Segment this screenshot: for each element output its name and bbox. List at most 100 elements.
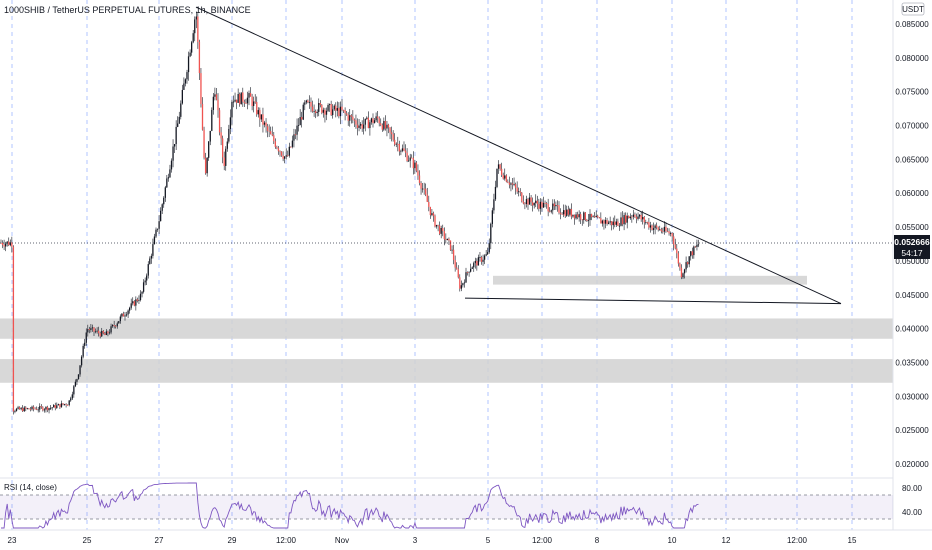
- candle-body: [181, 89, 183, 104]
- candle-body: [263, 122, 266, 125]
- time-tick-label: 15: [848, 536, 857, 545]
- candle-body: [29, 409, 32, 410]
- candle-body: [442, 228, 444, 232]
- bar-countdown: 54:17: [901, 248, 923, 258]
- candle-body: [138, 300, 140, 301]
- candle-body: [576, 214, 579, 218]
- trendline[interactable]: [464, 297, 842, 305]
- candle-body: [367, 117, 369, 129]
- candle-body: [637, 216, 639, 219]
- rsi-line: [1, 482, 699, 529]
- time-tick-label: 3: [413, 536, 418, 545]
- candle-body: [18, 407, 21, 410]
- candle-body: [341, 106, 343, 110]
- candle-body: [373, 120, 376, 124]
- candle-body: [600, 218, 602, 224]
- candle-body: [135, 299, 137, 306]
- candle-body: [620, 217, 622, 226]
- candle-body: [242, 92, 244, 102]
- candle-body: [680, 267, 683, 278]
- candle-body: [657, 227, 659, 230]
- candle-body: [45, 406, 47, 410]
- candle-body: [363, 124, 365, 129]
- candle-body: [62, 403, 64, 405]
- candle-body: [349, 115, 351, 121]
- candle-body: [147, 264, 149, 276]
- candle-body: [634, 214, 636, 217]
- candle-body: [284, 156, 286, 159]
- candle-body: [206, 157, 208, 174]
- currency-badge[interactable]: [901, 2, 925, 16]
- candle-body: [87, 329, 89, 333]
- candle-body: [660, 229, 662, 232]
- candle-body: [228, 128, 230, 142]
- candle-body: [473, 263, 475, 268]
- candle-body: [26, 408, 28, 410]
- candle-body: [113, 324, 115, 326]
- candle-body: [161, 204, 163, 211]
- price-tick-label: 0.040000: [895, 325, 929, 334]
- candle-body: [626, 215, 628, 223]
- candle-body: [462, 283, 464, 286]
- candle-body: [631, 216, 633, 218]
- candle-body: [246, 97, 249, 104]
- candle-body: [691, 251, 693, 256]
- candle-body: [327, 105, 329, 111]
- candle-body: [111, 324, 114, 327]
- candle-body: [142, 282, 145, 292]
- candle-body: [612, 221, 614, 226]
- candle-body: [527, 199, 529, 205]
- support-zone: [493, 275, 807, 285]
- candle-body: [414, 162, 416, 169]
- trendlines[interactable]: [195, 6, 842, 305]
- candle-body: [470, 268, 472, 272]
- candle-body: [375, 116, 377, 121]
- candle-body: [96, 330, 98, 332]
- candle-body: [214, 94, 216, 97]
- candle-body: [290, 146, 292, 148]
- candle-body: [573, 214, 576, 219]
- candle-body: [150, 255, 152, 259]
- candle-body: [346, 113, 348, 115]
- candle-body: [426, 194, 428, 202]
- candle-body: [342, 109, 345, 111]
- candle-body: [194, 19, 196, 34]
- candle-body: [561, 213, 563, 215]
- candle-body: [649, 225, 652, 228]
- candle-body: [476, 260, 478, 266]
- candle-body: [304, 102, 306, 105]
- candle-body: [203, 129, 205, 158]
- candle-body: [71, 394, 73, 399]
- candle-body: [558, 205, 560, 213]
- candle-body: [125, 314, 128, 316]
- candle-body: [434, 215, 436, 227]
- candle-body: [153, 236, 156, 245]
- candle-body: [3, 245, 5, 247]
- candle-body: [105, 331, 108, 335]
- candle-body: [508, 182, 511, 185]
- trendline[interactable]: [195, 6, 842, 305]
- candle-body: [694, 246, 697, 248]
- candle-body: [347, 114, 349, 121]
- time-tick-label: 5: [486, 536, 491, 545]
- candle-body: [643, 216, 645, 223]
- candle-body: [90, 328, 92, 331]
- candle-body: [651, 225, 653, 230]
- candle-body: [528, 197, 531, 205]
- candle-body: [49, 407, 52, 409]
- candle-body: [274, 141, 276, 147]
- candle-body: [366, 117, 368, 119]
- candle-body: [359, 124, 362, 126]
- candle-body: [662, 231, 664, 233]
- rsi-lower-label: 40.00: [902, 508, 923, 517]
- candle-body: [31, 406, 33, 410]
- candle-body: [108, 332, 111, 334]
- candle-body: [256, 102, 258, 115]
- candle-body: [364, 118, 366, 125]
- candle-body: [412, 158, 414, 169]
- candle-body: [614, 221, 616, 225]
- candle-body: [169, 169, 171, 178]
- candle-body: [25, 407, 27, 409]
- candle-body: [491, 210, 493, 224]
